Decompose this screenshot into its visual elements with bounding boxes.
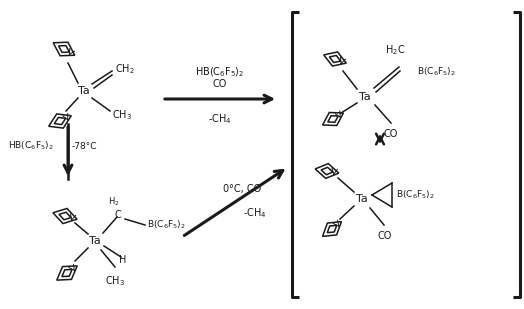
Text: H: H xyxy=(119,255,127,265)
Text: CO: CO xyxy=(384,129,398,139)
Text: Ta: Ta xyxy=(359,92,371,102)
Text: B(C$_6$F$_5$)$_2$: B(C$_6$F$_5$)$_2$ xyxy=(147,219,186,231)
Text: Ta: Ta xyxy=(89,236,101,246)
Text: -78°C: -78°C xyxy=(72,142,97,150)
Text: CO: CO xyxy=(213,79,227,89)
Text: B(C$_6$F$_5$)$_2$: B(C$_6$F$_5$)$_2$ xyxy=(417,66,456,78)
Text: 0°C, CO: 0°C, CO xyxy=(223,184,261,194)
Text: Ta: Ta xyxy=(356,194,368,204)
Text: C: C xyxy=(115,210,122,220)
Text: HB(C$_6$F$_5$)$_2$: HB(C$_6$F$_5$)$_2$ xyxy=(8,140,53,152)
Text: Ta: Ta xyxy=(78,86,90,96)
Text: CH$_3$: CH$_3$ xyxy=(105,274,125,288)
Text: -CH$_4$: -CH$_4$ xyxy=(243,206,267,220)
Text: B(C$_6$F$_5$)$_2$: B(C$_6$F$_5$)$_2$ xyxy=(396,189,435,201)
Text: HB(C$_6$F$_5$)$_2$: HB(C$_6$F$_5$)$_2$ xyxy=(195,66,245,79)
Text: CH$_3$: CH$_3$ xyxy=(112,108,132,122)
Text: CH$_2$: CH$_2$ xyxy=(115,62,135,76)
Text: -CH$_4$: -CH$_4$ xyxy=(208,112,232,126)
Text: H$_2$C: H$_2$C xyxy=(385,43,405,57)
Text: H$_2$: H$_2$ xyxy=(108,196,120,208)
Text: CO: CO xyxy=(378,231,392,241)
